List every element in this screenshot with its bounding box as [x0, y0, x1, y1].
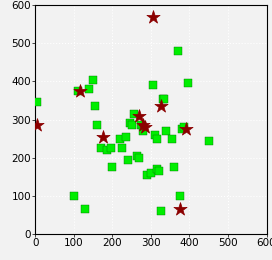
Point — [178, 207, 182, 211]
Point — [170, 136, 174, 141]
Point — [72, 194, 76, 198]
Point — [101, 135, 105, 139]
Point — [126, 158, 130, 162]
Point — [158, 209, 163, 213]
Point — [143, 125, 147, 129]
Point — [137, 114, 142, 118]
Point — [78, 89, 82, 93]
Point — [180, 127, 184, 131]
Point — [172, 165, 176, 169]
Point — [87, 87, 91, 91]
Point — [151, 83, 155, 87]
Point — [99, 146, 103, 150]
Point — [104, 148, 109, 152]
Point — [156, 169, 161, 173]
Point — [131, 112, 136, 116]
Point — [183, 127, 188, 131]
Point — [137, 156, 142, 160]
Point — [141, 123, 146, 127]
Point — [128, 121, 132, 126]
Point — [83, 207, 88, 211]
Point — [35, 100, 39, 105]
Point — [178, 194, 182, 198]
Point — [120, 146, 124, 150]
Point — [164, 129, 169, 133]
Point — [108, 146, 113, 150]
Point — [135, 154, 140, 158]
Point — [151, 15, 155, 19]
Point — [154, 167, 159, 171]
Point — [95, 123, 99, 127]
Point — [76, 89, 80, 93]
Point — [124, 135, 128, 139]
Point — [118, 136, 122, 141]
Point — [181, 125, 186, 129]
Point — [207, 139, 211, 143]
Point — [93, 104, 97, 108]
Point — [149, 171, 153, 175]
Point — [158, 104, 163, 108]
Point — [139, 123, 144, 127]
Point — [35, 123, 39, 127]
Point — [91, 77, 95, 82]
Point — [162, 96, 167, 101]
Point — [145, 173, 149, 177]
Point — [141, 129, 146, 133]
Point — [129, 123, 134, 127]
Point — [160, 96, 165, 101]
Point — [176, 49, 180, 53]
Point — [153, 133, 157, 137]
Point — [186, 81, 190, 86]
Point — [110, 165, 115, 169]
Point — [154, 136, 159, 141]
